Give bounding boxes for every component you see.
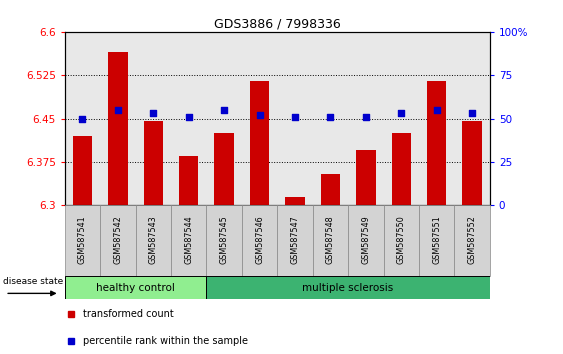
Point [432,107,441,113]
Point [184,114,193,120]
Text: disease state: disease state [3,278,64,286]
Bar [391,133,411,205]
Text: GSM587549: GSM587549 [361,215,370,264]
Point [149,110,158,116]
Bar [427,81,446,205]
Bar [278,205,312,276]
Text: healthy control: healthy control [96,282,175,293]
Point [78,116,87,121]
Bar [207,205,242,276]
Bar [171,205,207,276]
Text: GSM587544: GSM587544 [184,215,193,264]
Bar [419,205,454,276]
Bar [108,52,128,205]
Bar [144,121,163,205]
Bar [356,150,376,205]
Bar [207,276,490,299]
Bar [215,133,234,205]
Text: transformed count: transformed count [83,309,173,319]
Point [113,107,122,113]
Point [220,107,229,113]
Point [361,114,370,120]
Bar [65,205,100,276]
Text: GSM587552: GSM587552 [468,215,477,264]
Bar [250,81,269,205]
Bar [312,205,348,276]
Bar [179,156,199,205]
Text: GSM587545: GSM587545 [220,215,229,264]
Bar [454,205,490,276]
Bar [462,121,482,205]
Bar [321,173,340,205]
Bar [73,136,92,205]
Text: GSM587546: GSM587546 [255,215,264,264]
Point [397,110,406,116]
Text: GSM587542: GSM587542 [113,215,122,264]
Bar [242,205,277,276]
Text: multiple sclerosis: multiple sclerosis [302,282,394,293]
Text: GSM587547: GSM587547 [291,215,300,264]
Point [468,110,477,116]
Bar [348,205,383,276]
Text: GSM587548: GSM587548 [326,215,335,264]
Text: GSM587543: GSM587543 [149,215,158,264]
Bar [136,205,171,276]
Bar [285,196,305,205]
Bar [65,276,207,299]
Text: GSM587551: GSM587551 [432,215,441,264]
Point [291,114,300,120]
Point [255,112,264,118]
Bar [100,205,136,276]
Text: GSM587541: GSM587541 [78,215,87,264]
Text: GSM587550: GSM587550 [397,215,406,264]
Bar [383,205,419,276]
Text: percentile rank within the sample: percentile rank within the sample [83,336,248,346]
Point [326,114,335,120]
Title: GDS3886 / 7998336: GDS3886 / 7998336 [214,18,341,31]
